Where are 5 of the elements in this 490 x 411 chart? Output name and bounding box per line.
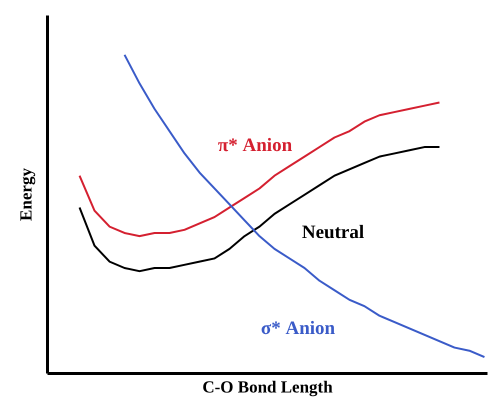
- series-label: π* Anion: [218, 135, 293, 156]
- x-axis-title: C-O Bond Length: [202, 378, 334, 396]
- y-axis-title: Energy: [16, 168, 36, 221]
- series-label: Neutral: [302, 222, 364, 243]
- series-label: σ* Anion: [260, 318, 336, 339]
